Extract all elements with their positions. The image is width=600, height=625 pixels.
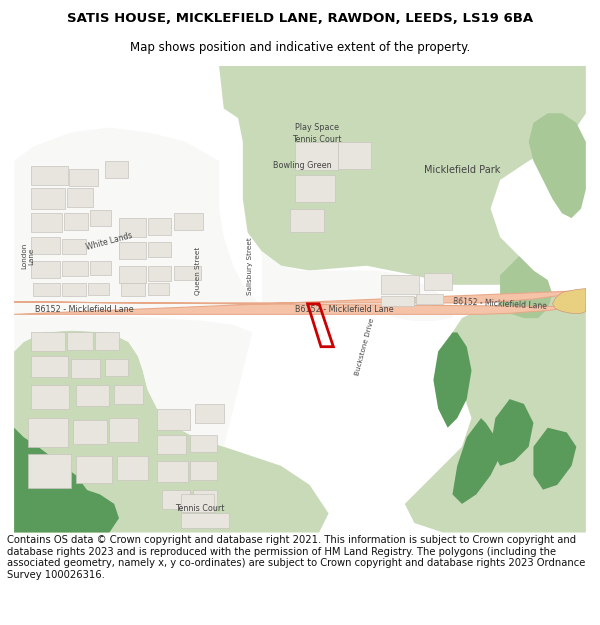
Polygon shape bbox=[14, 291, 586, 314]
Text: Map shows position and indicative extent of the property.: Map shows position and indicative extent… bbox=[130, 41, 470, 54]
Text: Queen Street: Queen Street bbox=[195, 246, 201, 294]
Polygon shape bbox=[533, 428, 577, 489]
Bar bbox=[33, 283, 60, 296]
Text: Tennis Court: Tennis Court bbox=[175, 504, 224, 513]
Bar bbox=[70, 169, 98, 186]
Bar bbox=[416, 294, 443, 304]
Bar bbox=[95, 332, 119, 349]
Bar bbox=[114, 385, 143, 404]
Text: B6152 - Micklefield Lane: B6152 - Micklefield Lane bbox=[35, 305, 134, 314]
Polygon shape bbox=[553, 289, 586, 313]
Text: London
Lane: London Lane bbox=[21, 243, 34, 269]
Bar bbox=[119, 218, 146, 237]
Polygon shape bbox=[405, 285, 586, 532]
Text: Tennis Court: Tennis Court bbox=[292, 136, 342, 144]
Bar bbox=[31, 237, 60, 254]
Text: Play Space: Play Space bbox=[295, 123, 339, 132]
Bar bbox=[62, 261, 88, 276]
Bar bbox=[424, 273, 452, 291]
Bar bbox=[62, 283, 86, 296]
Polygon shape bbox=[14, 127, 262, 318]
Bar bbox=[157, 461, 188, 482]
Polygon shape bbox=[219, 66, 586, 285]
Bar bbox=[31, 385, 70, 409]
Bar bbox=[67, 188, 93, 207]
Bar bbox=[31, 332, 65, 351]
Bar bbox=[174, 266, 201, 280]
Bar bbox=[119, 266, 146, 283]
Bar bbox=[181, 494, 214, 511]
Bar bbox=[31, 356, 68, 377]
Bar bbox=[295, 175, 335, 202]
Bar bbox=[148, 283, 169, 295]
Text: Buckstone Drive: Buckstone Drive bbox=[354, 318, 376, 376]
Bar bbox=[71, 359, 100, 378]
Bar bbox=[91, 211, 112, 226]
Bar bbox=[76, 385, 109, 406]
Polygon shape bbox=[529, 113, 586, 218]
Polygon shape bbox=[500, 256, 553, 318]
Bar bbox=[195, 404, 224, 423]
Text: Salisbury Street: Salisbury Street bbox=[247, 237, 253, 294]
Bar bbox=[338, 142, 371, 169]
Bar bbox=[148, 266, 172, 281]
Bar bbox=[162, 489, 190, 509]
Text: Contains OS data © Crown copyright and database right 2021. This information is : Contains OS data © Crown copyright and d… bbox=[7, 535, 586, 580]
Bar bbox=[31, 213, 62, 232]
Polygon shape bbox=[452, 418, 500, 504]
Bar bbox=[174, 213, 203, 231]
Polygon shape bbox=[14, 428, 91, 532]
Bar bbox=[295, 142, 338, 171]
Bar bbox=[190, 461, 217, 480]
Bar bbox=[104, 359, 128, 376]
Text: Bowling Green: Bowling Green bbox=[272, 161, 331, 170]
Bar bbox=[148, 218, 172, 235]
Bar bbox=[121, 283, 145, 296]
Bar bbox=[31, 261, 60, 278]
Polygon shape bbox=[433, 332, 472, 428]
Bar bbox=[290, 209, 324, 232]
Text: Micklefield Park: Micklefield Park bbox=[424, 166, 500, 176]
Bar bbox=[181, 514, 229, 528]
Bar bbox=[381, 296, 415, 306]
Bar bbox=[148, 242, 172, 257]
Bar bbox=[381, 275, 419, 294]
Text: White Lands: White Lands bbox=[85, 231, 134, 253]
Polygon shape bbox=[262, 251, 452, 321]
Bar bbox=[28, 418, 68, 447]
Bar bbox=[91, 261, 112, 275]
Bar bbox=[157, 409, 190, 429]
Bar bbox=[64, 213, 88, 231]
Text: B6152 - Micklefield Lane: B6152 - Micklefield Lane bbox=[295, 305, 394, 314]
Polygon shape bbox=[14, 316, 253, 447]
Bar bbox=[193, 489, 217, 507]
Polygon shape bbox=[491, 399, 533, 466]
Bar bbox=[73, 420, 107, 444]
Bar bbox=[157, 436, 185, 454]
Bar bbox=[76, 456, 112, 483]
Bar bbox=[28, 454, 71, 488]
Polygon shape bbox=[14, 331, 329, 532]
Bar bbox=[88, 283, 109, 295]
Text: SATIS HOUSE, MICKLEFIELD LANE, RAWDON, LEEDS, LS19 6BA: SATIS HOUSE, MICKLEFIELD LANE, RAWDON, L… bbox=[67, 12, 533, 25]
Bar bbox=[67, 332, 93, 349]
Bar bbox=[119, 242, 146, 259]
Bar bbox=[31, 166, 68, 185]
Bar bbox=[31, 188, 65, 209]
Bar bbox=[62, 239, 86, 254]
Text: B6152 - Micklefield Lane: B6152 - Micklefield Lane bbox=[452, 297, 547, 311]
Polygon shape bbox=[67, 489, 119, 532]
Bar bbox=[117, 456, 148, 480]
Bar bbox=[104, 161, 128, 178]
Bar bbox=[109, 418, 138, 442]
Bar bbox=[190, 436, 217, 452]
